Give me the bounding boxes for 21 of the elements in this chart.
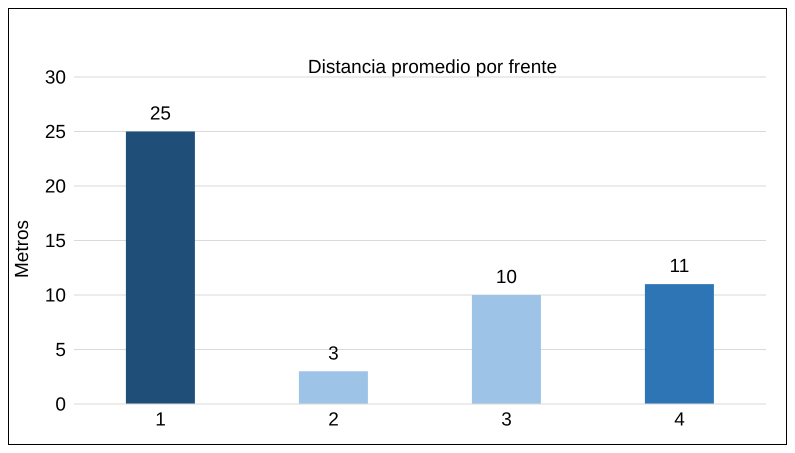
bar [644,284,714,404]
chart-title: Distancia promedio por frente [306,57,558,79]
x-tick-label: 3 [501,409,512,430]
data-label: 3 [328,343,339,364]
bar [298,371,368,404]
x-tick-label: 1 [155,409,166,430]
y-tick-label: 5 [55,340,66,362]
y-tick-label: 30 [44,68,66,89]
y-tick-label: 20 [44,176,66,198]
bar [126,132,195,404]
y-tick-label: 10 [44,286,66,307]
data-label: 10 [496,267,517,288]
y-tick-label: 15 [44,231,66,252]
bar [472,295,541,404]
y-axis-title: Metros [12,220,34,278]
data-label: 25 [150,104,171,124]
x-tick-label: 2 [328,409,339,430]
x-tick-label: 4 [674,409,686,430]
data-label: 11 [670,256,690,278]
y-tick-label: 0 [55,394,66,416]
y-tick-label: 25 [44,122,66,144]
